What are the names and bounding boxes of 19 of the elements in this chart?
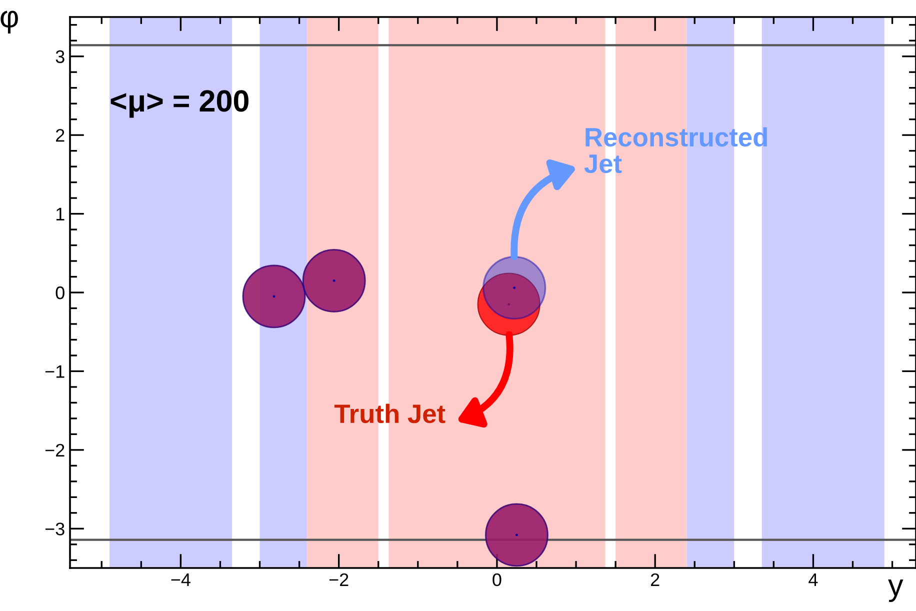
y-tick-label: −2 [45, 444, 64, 456]
x-tick-label: 0 [492, 573, 502, 586]
y-tick-label: 1 [56, 208, 64, 220]
y-tick-label: 2 [56, 129, 64, 142]
x-tick-label: −2 [329, 573, 348, 586]
x-tick-label: −4 [171, 574, 190, 586]
y-axis-title: φ [0, 10, 18, 34]
annotation: Truth Jet [334, 404, 446, 424]
x-tick-label: 4 [808, 574, 818, 586]
x-axis-title: y [888, 580, 904, 602]
point [477, 272, 540, 336]
point [482, 256, 546, 320]
annotation: Reconstructed Jet [584, 127, 767, 174]
y-tick-label: −1 [45, 365, 64, 378]
y-tick-label: −3 [45, 522, 64, 536]
y-tick-label: 0 [56, 286, 64, 300]
x-tick-label: 2 [650, 573, 660, 586]
annotation: <μ> = 200 [110, 90, 248, 118]
y-tick-label: 3 [56, 50, 64, 64]
